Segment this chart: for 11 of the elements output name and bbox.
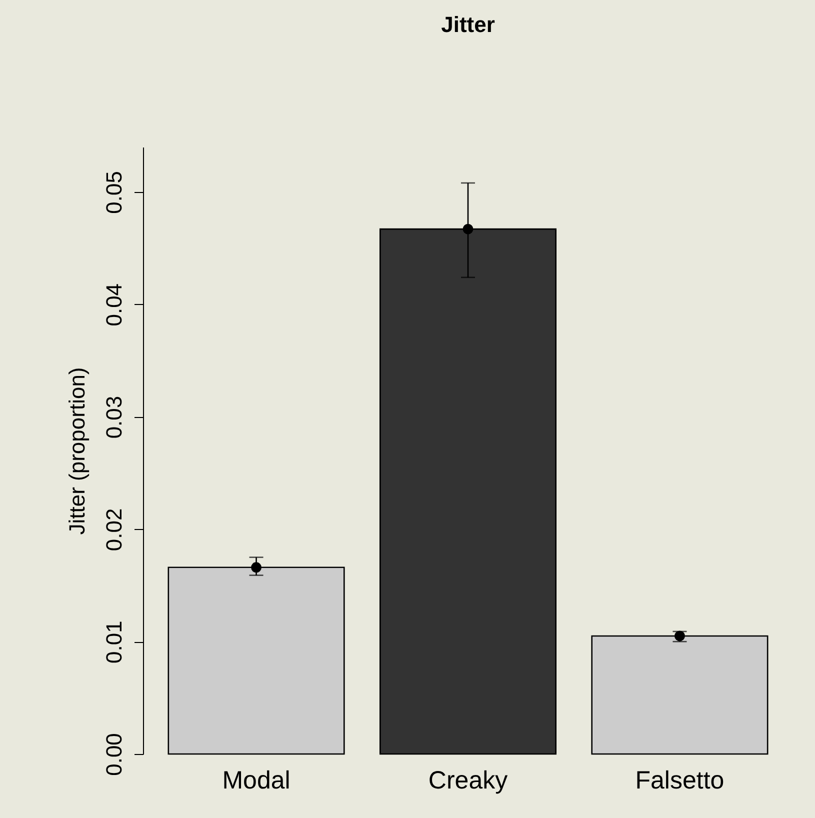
chart-title: Jitter [441, 12, 496, 37]
y-tick-label: 0.00 [102, 733, 126, 776]
x-tick-label: Modal [222, 766, 290, 794]
x-tick-label: Falsetto [635, 766, 724, 794]
y-tick-label: 0.02 [102, 508, 126, 552]
y-axis-title: Jitter (proportion) [64, 367, 90, 535]
y-tick-label: 0.05 [102, 171, 126, 214]
y-tick-label: 0.03 [102, 396, 126, 439]
y-tick-label: 0.01 [102, 620, 126, 664]
y-tick-label: 0.04 [102, 283, 126, 326]
x-tick-label: Creaky [428, 766, 508, 794]
